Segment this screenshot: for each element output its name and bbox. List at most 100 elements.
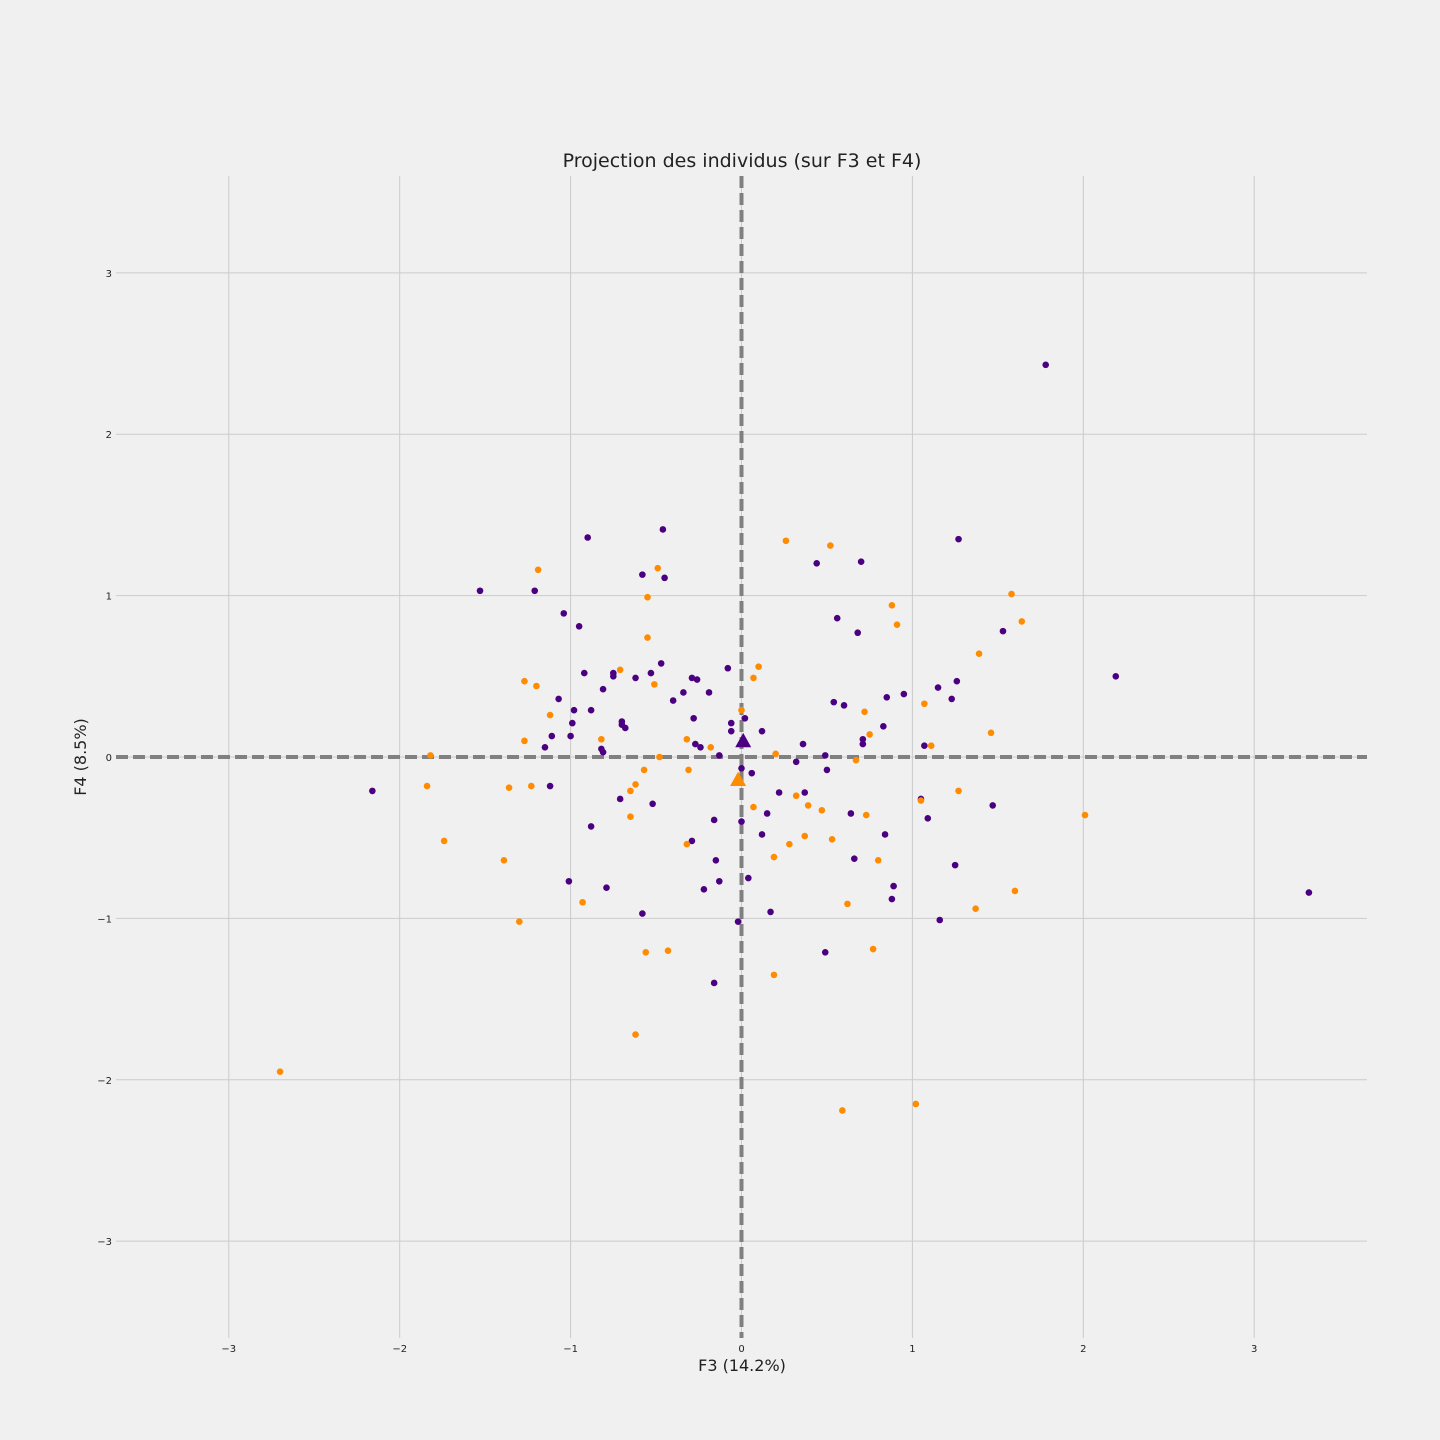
data-point [690,714,697,722]
data-point [632,1031,639,1038]
data-point [632,674,639,682]
data-point [821,752,829,759]
data-point [715,752,723,759]
data-point [934,684,942,691]
data-point [821,948,829,956]
data-point [710,816,718,824]
data-point [866,731,873,738]
data-point [727,727,735,735]
data-point [951,861,959,869]
data-point [844,900,851,908]
data-point [859,740,867,748]
data-point [599,685,607,693]
x-tick-label: −2 [392,1344,407,1355]
data-point [857,558,865,566]
data-point [972,905,979,913]
data-point [683,735,691,743]
data-point [565,877,573,885]
data-point [738,706,745,714]
data-point [654,564,662,572]
data-point [823,766,831,774]
data-point [546,782,554,790]
y-tick-label: 2 [106,430,112,441]
data-point [616,795,624,803]
data-point [627,787,634,795]
data-point [587,823,595,830]
data-point [640,766,648,774]
data-point [782,537,790,545]
data-point [610,673,617,680]
data-point [276,1068,284,1076]
data-point [587,706,595,714]
x-tick-label: −1 [563,1344,578,1355]
data-point [639,910,646,917]
data-point [580,669,588,677]
data-point [792,758,800,766]
data-point [521,677,528,685]
data-point [818,806,826,814]
y-tick-label: −2 [97,1076,112,1087]
data-point [813,560,820,567]
data-point [801,832,809,840]
data-point [738,764,745,772]
data-point [560,610,568,617]
data-point [546,711,554,719]
data-point [680,689,687,696]
y-tick-label: 0 [106,753,112,764]
data-point [874,856,882,864]
data-point [644,634,651,641]
data-point [921,700,928,708]
data-point [627,813,634,821]
data-point [693,676,701,683]
data-point [833,614,841,622]
data-point [840,702,848,709]
data-point [927,742,935,750]
x-axis-label: F3 (14.2%) [698,1356,786,1375]
data-point [936,916,944,924]
data-point [750,803,757,811]
data-point [847,810,855,817]
data-point [715,877,723,885]
data-point [869,945,877,953]
data-point [692,740,699,748]
data-point [989,802,997,809]
data-point [712,856,720,864]
data-point [999,627,1007,635]
data-point [955,535,962,543]
data-point [888,601,896,609]
data-point [786,840,793,848]
x-tick-label: 2 [1080,1344,1086,1355]
data-point [584,534,591,541]
data-point [476,587,484,595]
centroid-marker [735,732,752,748]
data-point [775,789,783,796]
data-point [948,695,956,703]
data-point [839,1107,846,1114]
data-point [953,677,961,685]
data-point [893,621,901,628]
x-tick-label: 0 [738,1344,744,1355]
data-point [570,706,578,714]
data-point [598,735,605,743]
data-point [1042,361,1050,369]
data-point [727,719,735,727]
data-point [724,664,732,672]
x-tick-label: 3 [1251,1344,1257,1355]
data-point [505,784,513,791]
data-point [521,737,528,745]
data-point [707,744,715,751]
chart-title: Projection des individus (sur F3 et F4) [563,150,922,172]
data-point [734,918,742,925]
data-point [758,831,766,838]
y-tick-label: −3 [97,1237,112,1248]
data-point [828,836,836,843]
data-point [423,782,431,790]
data-point [987,729,995,737]
data-point [900,690,908,698]
data-point [804,802,812,809]
data-point [527,782,535,790]
data-point [921,742,928,750]
data-point [763,810,771,817]
data-point [599,748,607,756]
